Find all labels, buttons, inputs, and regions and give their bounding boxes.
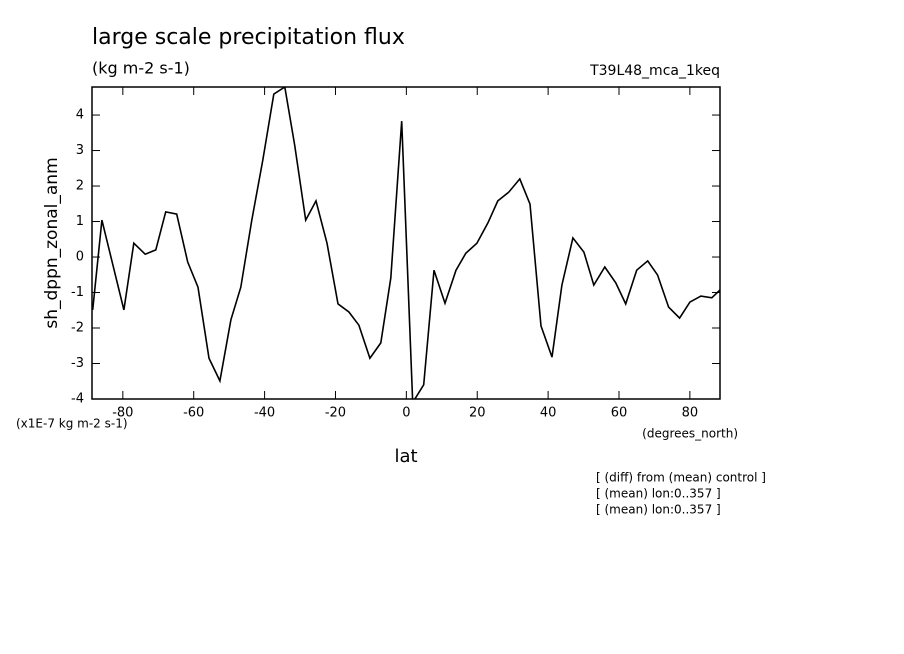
annotation: [ (diff) from (mean) control ]	[596, 471, 766, 485]
y-tick-label: -3	[71, 356, 84, 371]
y-tick-label: 4	[76, 108, 84, 123]
subtitle: (kg m-2 s-1)	[92, 59, 190, 78]
x-tick-label: -80	[112, 406, 133, 421]
x-units: (degrees_north)	[642, 427, 738, 441]
x-tick-label: -20	[325, 406, 346, 421]
annotation: [ (mean) lon:0..357 ]	[596, 503, 721, 517]
y-tick-label: 1	[76, 214, 84, 229]
y-tick-label: 3	[76, 143, 84, 158]
x-tick-label: 80	[682, 406, 699, 421]
y-axis-label: sh_dppn_zonal_anm	[42, 157, 62, 328]
y-tick-label: 0	[76, 250, 84, 265]
chart-title: large scale precipitation flux	[92, 25, 405, 50]
x-tick-label: 40	[540, 406, 557, 421]
annotation: [ (mean) lon:0..357 ]	[596, 487, 721, 501]
y-tick-label: -4	[71, 392, 84, 407]
run-label: T39L48_mca_1keq	[589, 63, 720, 79]
x-axis-label: lat	[394, 446, 417, 467]
data-line	[92, 87, 720, 399]
y-tick-label: 2	[76, 179, 84, 194]
x-tick-label: -60	[183, 406, 204, 421]
y-tick-label: -2	[71, 321, 84, 336]
y-units: (x1E-7 kg m-2 s-1)	[16, 417, 128, 431]
x-tick-label: 20	[469, 406, 486, 421]
y-tick-label: -1	[71, 285, 84, 300]
x-tick-label: 60	[611, 406, 628, 421]
x-tick-label: -40	[254, 406, 275, 421]
x-tick-label: 0	[402, 406, 410, 421]
